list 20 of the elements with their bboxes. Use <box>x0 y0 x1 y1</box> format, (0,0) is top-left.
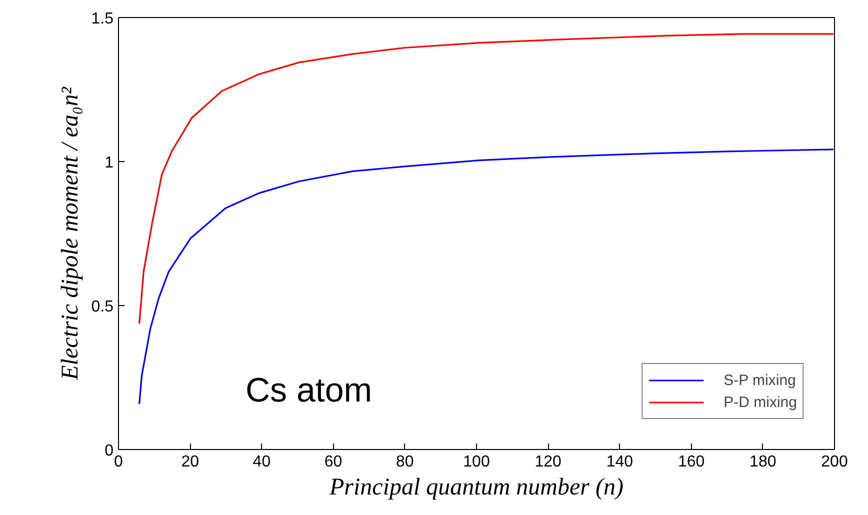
x-tick-label: 140 <box>606 454 634 470</box>
legend-label: S-P mixing <box>724 372 796 388</box>
x-tick-label: 40 <box>252 454 271 470</box>
y-axis-title: Electric dipole moment / ea₀n² <box>57 86 84 381</box>
annotation: Cs atom <box>246 372 372 410</box>
x-tick-label: 80 <box>396 454 414 470</box>
line-series <box>138 33 834 324</box>
y-tick-label: 1.5 <box>91 10 114 28</box>
x-axis-title: Principal quantum number (n) <box>328 474 624 500</box>
x-tick-label: 20 <box>181 454 200 470</box>
x-tick-label: 160 <box>678 454 705 470</box>
x-tick-label: 200 <box>821 454 848 470</box>
y-tick-label: 0 <box>104 442 114 460</box>
legend-label: P-D mixing <box>724 394 797 410</box>
y-tick-label: 1 <box>104 154 114 172</box>
x-tick-label: 180 <box>750 454 776 470</box>
x-tick-label: 100 <box>463 454 490 470</box>
x-tick-label: 60 <box>324 454 342 470</box>
y-tick-label: 0.5 <box>91 298 114 316</box>
x-tick-label: 120 <box>534 454 562 470</box>
